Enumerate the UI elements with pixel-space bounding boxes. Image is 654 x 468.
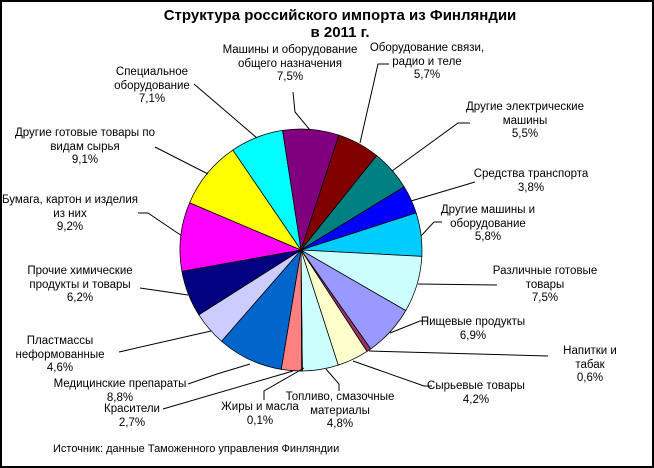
slice-label: Медицинские препараты 8,8% [53,378,187,404]
slice-label: Машины и оборудование общего назначения … [222,44,358,83]
slice-label: Средства транспорта 3,8% [473,168,589,194]
slice-label: Пластмассы неформованные 4,6% [15,335,105,374]
leader-line [292,91,311,131]
leader-line [391,122,470,172]
leader-line [187,363,251,385]
slice-label: Жиры и масла 0,1% [221,401,299,427]
slice-label: Сырьевые товары 4,2% [427,380,525,406]
slice-label: Бумага, картон и изделия из них 9,2% [2,194,138,233]
leader-line [368,350,549,357]
slice-label: Пищевые продукты 6,9% [420,316,526,342]
leader-line [417,283,498,286]
chart-title: Структура российского импорта из Финлянд… [30,7,650,41]
leader-line [162,370,294,410]
pie-slice [300,249,423,312]
leader-line [389,320,428,334]
slice-label: Красители 2,7% [104,403,160,429]
slice-label: Оборудование связи, радио и теле 5,7% [369,42,485,81]
chart-title-line2: в 2011 г. [310,24,370,41]
source-note: Источник: данные Таможенного управления … [53,443,340,455]
slice-label: Прочие химические продукты и товары 6,2% [27,265,133,304]
leader-line [263,367,305,400]
leader-line [410,181,476,202]
leader-line [352,360,432,387]
slice-label: Напитки и табак 0,6% [563,345,617,384]
slice-label: Другие готовые товары по видам сырья 9,1… [15,127,155,166]
slice-label: Другие машины и оборудование 5,8% [440,204,536,243]
slice-label: Специальное оборудование 7,1% [114,66,190,105]
slice-label: Топливо, смазочные материалы 4,8% [285,391,395,430]
leader-line [325,368,340,391]
leader-line [420,221,442,237]
slice-label: Другие электрические машины 5,5% [466,101,584,140]
leader-line [193,83,258,139]
leader-line [154,146,209,175]
leader-lines [118,63,549,410]
leader-line [139,287,189,296]
leader-line [359,63,389,144]
chart-title-line1: Структура российского импорта из Финлянд… [163,7,517,24]
leader-line [118,330,212,353]
leader-line [138,212,183,237]
slice-label: Различные готовые товары 7,5% [492,265,598,304]
pie-slices [179,128,423,372]
